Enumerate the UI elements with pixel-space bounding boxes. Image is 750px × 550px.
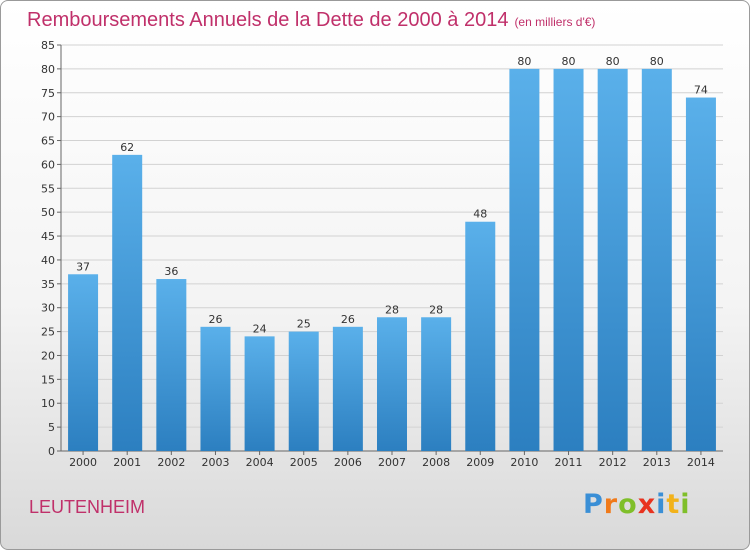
bar (685, 97, 716, 452)
x-tick-label: 2005 (290, 456, 318, 469)
logo-letter: i (680, 489, 691, 520)
x-tick-label: 2000 (69, 456, 97, 469)
commune-name: LEUTENHEIM (29, 497, 146, 517)
bar-value-label: 62 (120, 141, 134, 154)
bar-value-label: 37 (76, 260, 90, 273)
bar-value-label: 80 (562, 55, 576, 68)
bar-value-label: 28 (385, 303, 399, 316)
bar (200, 326, 231, 451)
y-tick-label: 0 (48, 445, 55, 458)
y-tick-label: 55 (41, 182, 55, 195)
bar (156, 279, 187, 451)
y-tick-label: 30 (41, 302, 55, 315)
x-tick-label: 2008 (422, 456, 450, 469)
bar-value-label: 25 (297, 318, 311, 331)
y-tick-label: 80 (41, 63, 55, 76)
bar-value-label: 48 (473, 208, 487, 221)
bar-value-label: 80 (606, 55, 620, 68)
y-tick-label: 25 (41, 326, 55, 339)
bar-value-label: 80 (517, 55, 531, 68)
bar (288, 331, 319, 451)
y-tick-label: 5 (48, 421, 55, 434)
x-tick-labels: 2000 2001 2002 2003 2004 2005 2006 2007 2008 2009… (69, 456, 715, 469)
y-tick-label: 60 (41, 158, 55, 171)
bar (112, 154, 143, 451)
bar-value-label: 36 (164, 265, 178, 278)
y-tick-labels: 0 5 10 15 20 25 30 35 40 45 50 55 60 65 70 75 80 85 (41, 39, 55, 458)
bar-value-label: 26 (341, 313, 355, 326)
x-tick-label: 2004 (246, 456, 274, 469)
y-tick-label: 50 (41, 206, 55, 219)
y-tick-label: 20 (41, 349, 55, 362)
bar (332, 326, 363, 451)
y-tick-label: 35 (41, 278, 55, 291)
unit-label: (en milliers d'€) (514, 15, 596, 29)
bar (641, 68, 672, 451)
x-tick-label: 2009 (466, 456, 494, 469)
y-tick-label: 10 (41, 397, 55, 410)
value-labels: 37 62 36 26 24 25 26 28 28 48 80 80 80 80 74 (76, 55, 708, 335)
y-tick-label: 75 (41, 87, 55, 100)
x-tick-label: 2001 (113, 456, 141, 469)
x-tick-label: 2010 (510, 456, 538, 469)
y-tick-label: 65 (41, 135, 55, 148)
bar (68, 274, 99, 451)
logo-letter: P (583, 489, 604, 520)
bar (465, 221, 496, 451)
x-tick-label: 2013 (643, 456, 671, 469)
bar (509, 68, 540, 451)
x-tick-label: 2002 (157, 456, 185, 469)
y-tick-label: 85 (41, 39, 55, 52)
bar (377, 317, 407, 451)
title-text: Remboursements Annuels de la Dette de 20… (27, 9, 509, 31)
x-tick-label: 2014 (687, 456, 715, 469)
y-tick-label: 15 (41, 373, 55, 386)
bar-value-label: 24 (253, 322, 267, 335)
bar (421, 317, 452, 451)
y-tick-label: 40 (41, 254, 55, 267)
logo-letter: x (637, 489, 657, 520)
bar (597, 68, 628, 451)
bar-value-label: 74 (694, 84, 708, 97)
y-tick-label: 70 (41, 111, 55, 124)
logo-letter: o (618, 489, 638, 520)
x-tick-label: 2012 (599, 456, 627, 469)
bar-value-label: 26 (208, 313, 222, 326)
bar (553, 68, 584, 451)
logo-letter: t (666, 489, 681, 520)
logo-letter: i (656, 489, 667, 520)
bar-value-label: 80 (650, 55, 664, 68)
proxiti-logo: Proxiti (583, 489, 691, 520)
chart-title: Remboursements Annuels de la Dette de 20… (27, 9, 595, 32)
logo-letter: r (603, 489, 619, 520)
y-tick-label: 45 (41, 230, 55, 243)
x-tick-label: 2007 (378, 456, 406, 469)
x-tick-label: 2003 (201, 456, 229, 469)
bar (244, 336, 275, 451)
bars (68, 68, 716, 452)
x-tick-label: 2011 (555, 456, 583, 469)
bar-value-label: 28 (429, 303, 443, 316)
x-tick-label: 2006 (334, 456, 362, 469)
